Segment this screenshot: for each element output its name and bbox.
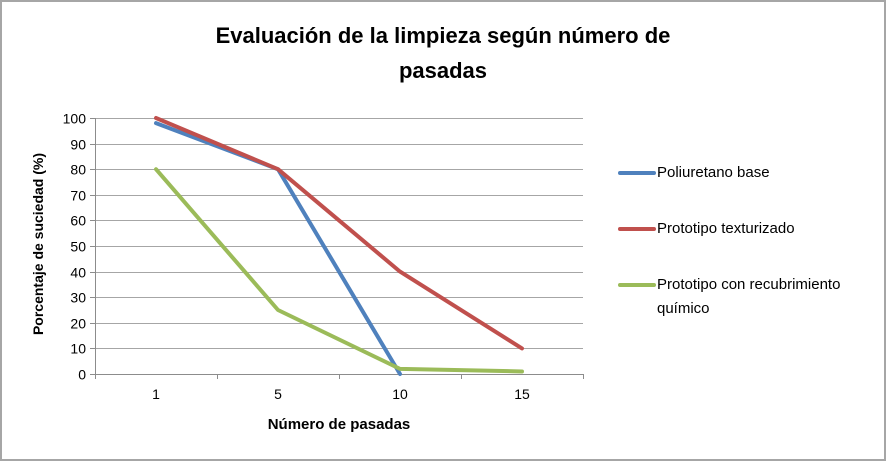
x-tick-label: 15 [514, 386, 530, 402]
y-tick-label: 20 [70, 316, 86, 332]
x-tick-label: 5 [274, 386, 282, 402]
y-tick-label: 0 [78, 367, 86, 383]
y-tick-label: 10 [70, 341, 86, 357]
legend-label: Prototipo con recubrimiento químico [657, 276, 841, 317]
legend-item-prototipo-recubrimiento: Prototipo con recubrimiento químico [618, 273, 880, 321]
x-tick-label: 1 [152, 386, 160, 402]
legend-line-swatch-icon [618, 227, 656, 231]
y-tick-label: 30 [70, 290, 86, 306]
y-tick-label: 90 [70, 137, 86, 153]
legend-line-swatch-icon [618, 283, 656, 287]
y-axis-title: Porcentaje de suciedad (%) [30, 152, 46, 336]
x-axis-title: Número de pasadas [267, 416, 411, 433]
series-line-poliuretano-base [154, 121, 402, 376]
y-tick-label: 60 [70, 213, 86, 229]
legend-item-prototipo-texturizado: Prototipo texturizado [618, 217, 880, 241]
y-tick-label: 50 [70, 239, 86, 255]
legend: Poliuretano base Prototipo texturizado P… [618, 161, 880, 353]
chart-title-text: Evaluación de la limpieza según número d… [215, 23, 671, 83]
legend-item-poliuretano-base: Poliuretano base [618, 161, 880, 185]
legend-label: Poliuretano base [657, 164, 770, 181]
series-line-prototipo-con-recubrimiento-qu-mico [154, 167, 524, 374]
legend-label: Prototipo texturizado [657, 220, 795, 237]
y-tick-label: 40 [70, 265, 86, 281]
series-line-prototipo-texturizado [154, 116, 524, 351]
y-tick-label: 80 [70, 162, 86, 178]
x-tick-label: 10 [392, 386, 408, 402]
chart-title: Evaluación de la limpieza según número d… [2, 18, 884, 88]
y-tick-label: 70 [70, 188, 86, 204]
legend-line-swatch-icon [618, 171, 656, 175]
y-tick-label: 100 [63, 111, 87, 127]
